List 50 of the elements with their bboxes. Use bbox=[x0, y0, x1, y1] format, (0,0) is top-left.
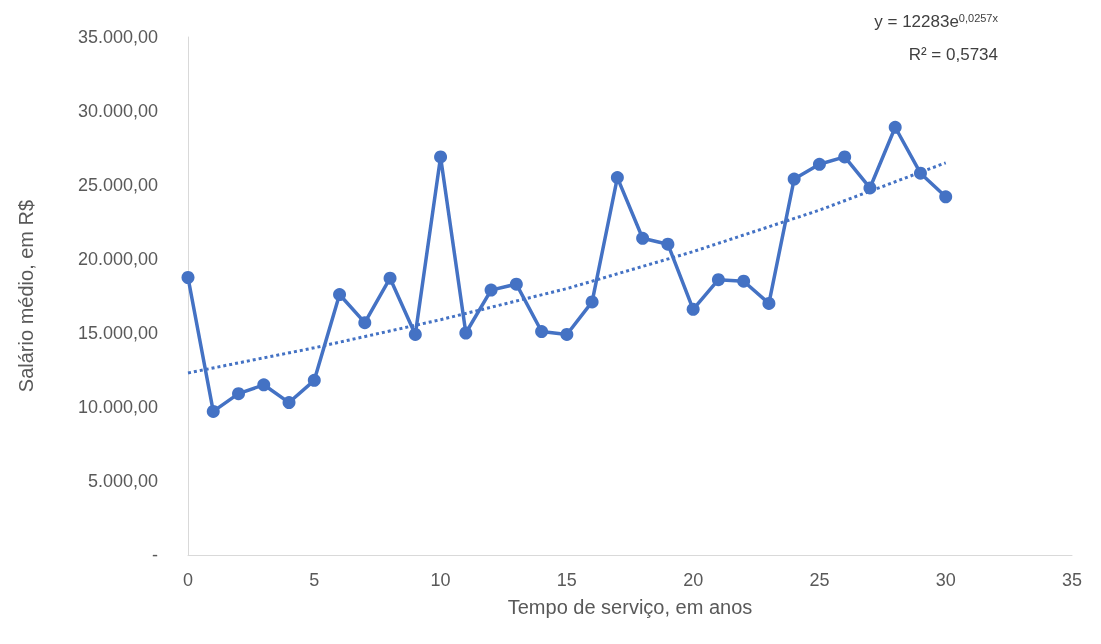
point bbox=[585, 295, 599, 309]
point bbox=[737, 274, 751, 288]
y-tick-label: 5.000,00 bbox=[87, 471, 158, 491]
point bbox=[307, 373, 321, 387]
annotation: R² = 0,5734 bbox=[908, 45, 998, 64]
y-tick-label: 25.000,00 bbox=[77, 175, 158, 195]
point bbox=[787, 172, 801, 186]
y-tick-label: 20.000,00 bbox=[77, 249, 158, 269]
point bbox=[408, 327, 422, 341]
point bbox=[711, 273, 725, 287]
x-tick-label: 20 bbox=[683, 570, 704, 590]
point bbox=[206, 404, 220, 418]
point bbox=[181, 271, 195, 284]
point bbox=[560, 327, 574, 341]
x-tick-label: 10 bbox=[430, 570, 451, 590]
point bbox=[535, 325, 549, 339]
point bbox=[661, 237, 675, 251]
x-axis-title: Tempo de serviço, em anos bbox=[507, 596, 753, 618]
x-tick-label: 30 bbox=[935, 570, 956, 590]
point bbox=[636, 231, 650, 245]
point bbox=[434, 150, 448, 164]
y-tick-label: 30.000,00 bbox=[77, 101, 158, 121]
point bbox=[762, 296, 776, 310]
y-tick-label: 10.000,00 bbox=[77, 397, 158, 417]
point bbox=[383, 271, 397, 285]
point bbox=[939, 190, 953, 204]
y-axis-title: Salário médio, em R$ bbox=[15, 199, 37, 393]
point bbox=[838, 150, 852, 164]
x-tick-label: 35 bbox=[1061, 570, 1083, 590]
y-tick-label: 35.000,00 bbox=[77, 27, 158, 47]
point bbox=[232, 387, 246, 401]
point bbox=[282, 396, 296, 410]
point bbox=[913, 166, 927, 180]
point bbox=[484, 283, 498, 297]
point bbox=[333, 288, 347, 302]
point bbox=[863, 181, 877, 195]
y-tick-label: 15.000,00 bbox=[77, 323, 158, 343]
x-tick-label: 5 bbox=[309, 570, 320, 590]
point bbox=[812, 157, 826, 171]
y-tick-label: - bbox=[152, 545, 158, 565]
point bbox=[610, 171, 624, 185]
point bbox=[686, 302, 700, 316]
point bbox=[358, 316, 372, 330]
point bbox=[509, 277, 523, 291]
x-tick-label: 15 bbox=[556, 570, 577, 590]
x-tick-label: 0 bbox=[182, 570, 194, 590]
point bbox=[459, 326, 473, 340]
point bbox=[888, 120, 902, 134]
point bbox=[257, 378, 271, 392]
x-tick-label: 25 bbox=[809, 570, 830, 590]
